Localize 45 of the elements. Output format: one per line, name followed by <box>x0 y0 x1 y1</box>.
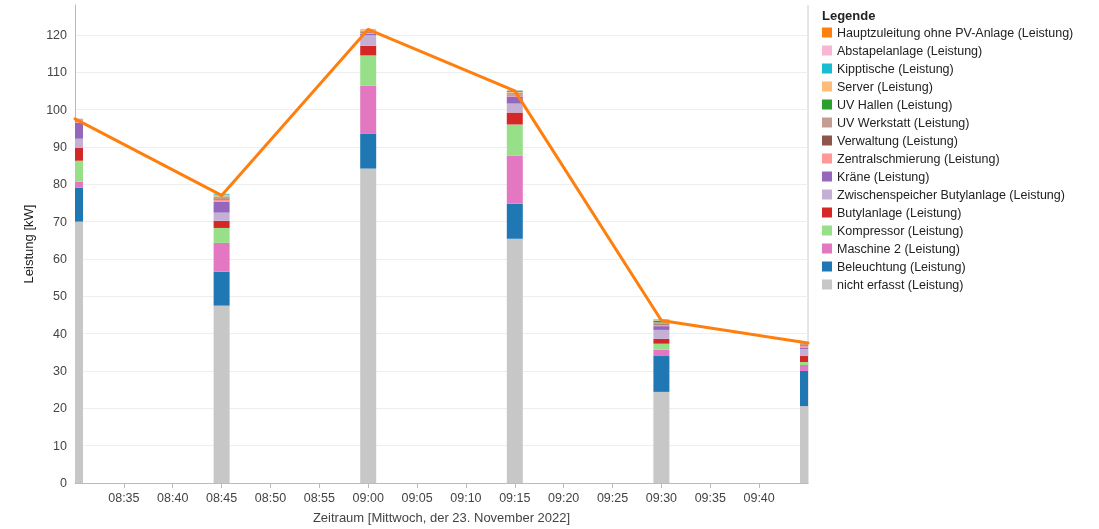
x-tick-label: 09:20 <box>548 490 580 505</box>
legend-label: UV Werkstatt (Leistung) <box>837 115 970 130</box>
legend-label: Abstapelanlage (Leistung) <box>837 43 983 58</box>
legend-label: nicht erfasst (Leistung) <box>837 277 964 292</box>
y-tick-label: 10 <box>53 438 68 453</box>
x-tick-label: 08:55 <box>303 490 336 505</box>
x-tick-label: 09:35 <box>694 490 726 505</box>
y-tick-label: 80 <box>53 177 68 192</box>
x-tick-label: 09:25 <box>596 490 629 505</box>
legend-title: Legende <box>822 8 876 23</box>
x-tick-label: 08:45 <box>205 490 238 505</box>
y-tick-label: 0 <box>60 476 68 490</box>
legend-label: Beleuchtung (Leistung) <box>837 259 966 274</box>
y-tick-label: 100 <box>46 102 68 117</box>
y-tick-label: 60 <box>53 251 68 266</box>
y-tick-label: 70 <box>53 214 68 229</box>
x-tick-label: 08:40 <box>157 490 189 505</box>
x-tick-label: 09:00 <box>352 490 384 505</box>
x-tick-label: 09:15 <box>499 490 531 505</box>
legend-label: Butylanlage (Leistung) <box>837 205 962 220</box>
y-axis-title: Leistung [kW] <box>21 204 36 284</box>
y-tick-label: 50 <box>53 289 68 304</box>
legend-label: Kipptische (Leistung) <box>837 61 954 76</box>
y-tick-label: 40 <box>53 326 68 341</box>
legend-label: Verwaltung (Leistung) <box>837 133 958 148</box>
x-tick-label: 08:50 <box>254 490 287 505</box>
x-tick-label: 09:10 <box>450 490 482 505</box>
y-tick-label: 110 <box>47 65 68 80</box>
legend-label: Kompressor (Leistung) <box>837 223 964 238</box>
legend-label: UV Hallen (Leistung) <box>837 97 953 112</box>
x-tick-label: 09:30 <box>645 490 678 505</box>
legend-label: Kräne (Leistung) <box>837 169 930 184</box>
x-axis-title: Zeitraum [Mittwoch, der 23. November 2022] <box>312 510 571 525</box>
legend-label: Maschine 2 (Leistung) <box>837 241 960 256</box>
legend-label: Zwischenspeicher Butylanlage (Leistung) <box>837 187 1065 202</box>
legend-label: Server (Leistung) <box>837 79 933 94</box>
y-tick-label: 30 <box>53 363 68 378</box>
x-tick-label: 08:35 <box>108 490 140 505</box>
y-tick-label: 120 <box>46 27 68 42</box>
x-tick-label: 09:05 <box>401 490 433 505</box>
legend-label: Zentralschmierung (Leistung) <box>837 151 1000 166</box>
x-tick-label: 09:40 <box>743 490 775 505</box>
y-tick-label: 90 <box>53 139 68 154</box>
legend-label: Hauptzuleitung ohne PV-Anlage (Leistung) <box>837 25 1074 40</box>
y-tick-label: 20 <box>53 401 68 416</box>
